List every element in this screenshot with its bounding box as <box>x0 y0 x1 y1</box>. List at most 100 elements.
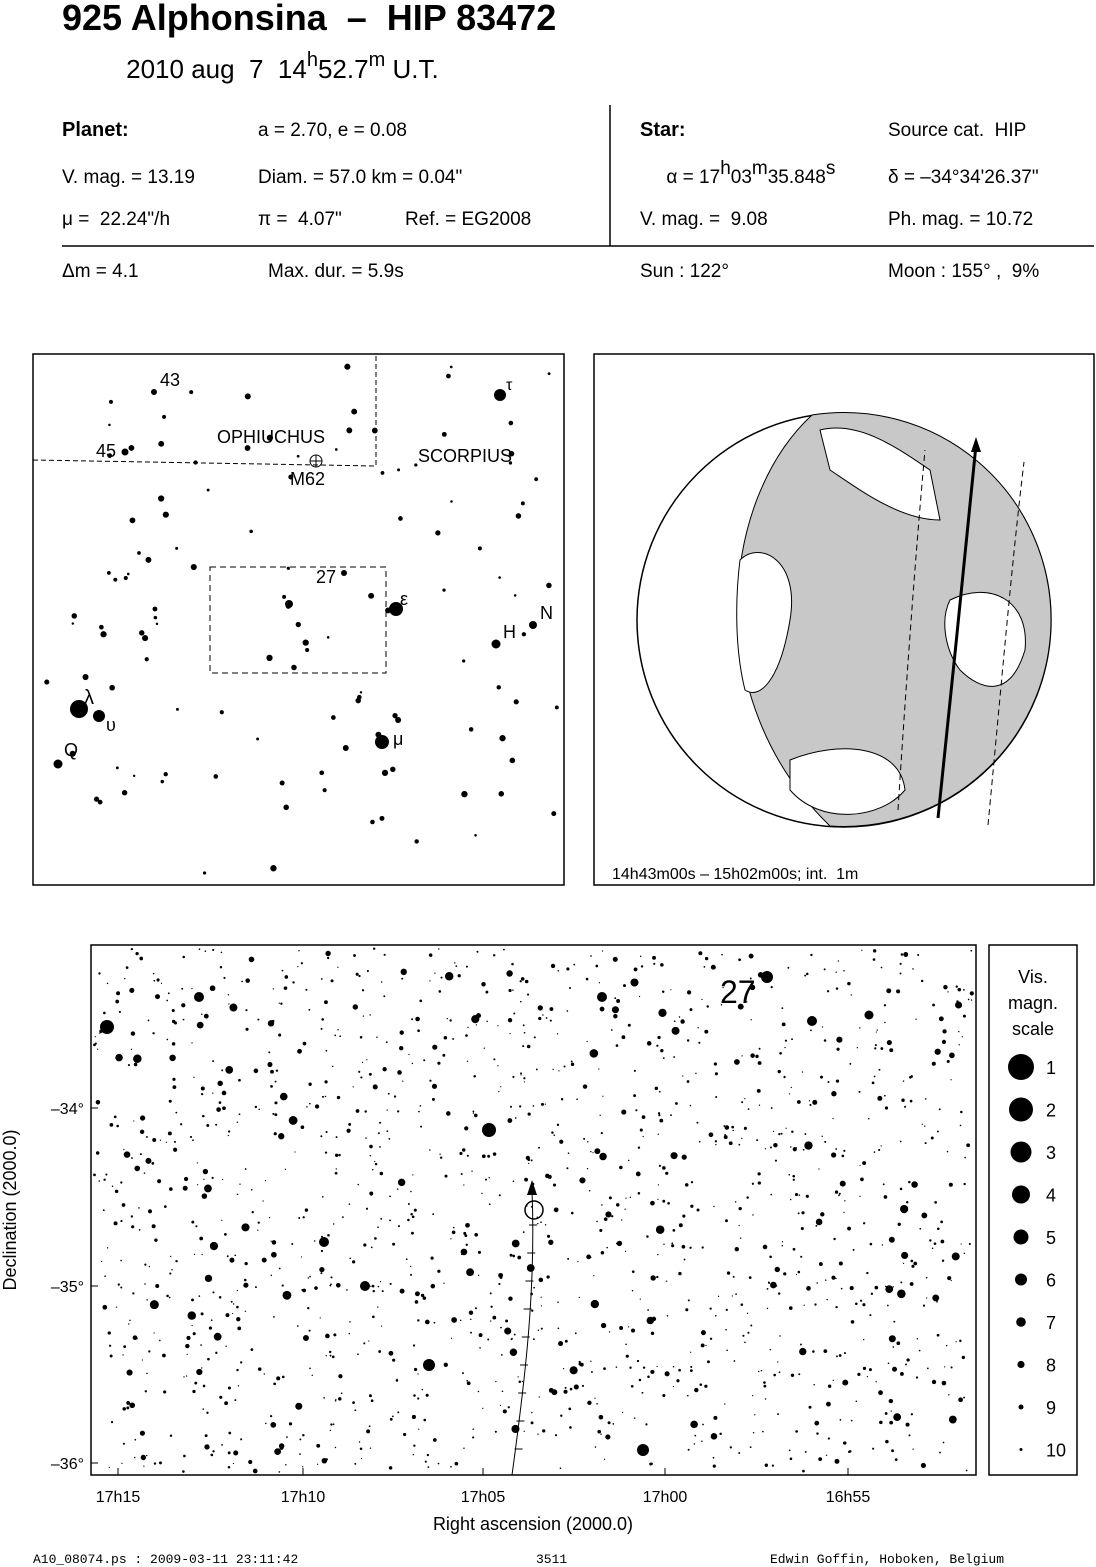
star <box>171 1042 176 1046</box>
star <box>526 993 530 996</box>
star <box>598 1414 604 1420</box>
star <box>163 772 168 777</box>
star <box>905 1422 910 1427</box>
star <box>764 1398 767 1400</box>
star <box>801 1071 804 1073</box>
star <box>836 1036 843 1043</box>
scale-dot <box>1012 1185 1030 1204</box>
star <box>492 954 496 957</box>
star <box>816 1432 819 1435</box>
star <box>625 1197 627 1199</box>
star <box>797 1212 800 1215</box>
star <box>686 1394 689 1397</box>
star <box>905 1363 907 1366</box>
star <box>757 1172 761 1176</box>
star <box>320 1135 323 1138</box>
star <box>827 1437 830 1440</box>
star <box>308 1329 311 1332</box>
star <box>498 1272 504 1278</box>
star <box>557 1301 559 1303</box>
star <box>201 1253 203 1256</box>
star <box>650 1275 656 1281</box>
star <box>743 1126 747 1130</box>
star <box>355 1109 360 1113</box>
star <box>228 1003 230 1005</box>
star <box>372 1315 375 1319</box>
frame <box>593 353 1095 886</box>
star <box>818 1262 823 1266</box>
star <box>838 1354 842 1357</box>
star <box>372 947 376 950</box>
star <box>341 570 347 576</box>
star <box>633 1417 636 1419</box>
star <box>163 1390 167 1394</box>
star <box>780 1132 783 1135</box>
star <box>787 966 790 969</box>
star <box>421 1388 424 1391</box>
star <box>690 1204 694 1208</box>
star <box>412 1453 415 1456</box>
star <box>564 1386 567 1389</box>
star <box>282 1290 292 1300</box>
star <box>198 1295 201 1297</box>
star <box>465 1034 468 1037</box>
star <box>656 1044 659 1047</box>
star <box>263 1373 265 1375</box>
star <box>930 1136 934 1140</box>
star <box>610 1029 613 1031</box>
star <box>639 1128 643 1132</box>
star <box>270 1240 272 1242</box>
star <box>439 1153 441 1155</box>
star <box>335 1398 337 1401</box>
star <box>863 1338 865 1341</box>
finder-label: M62 <box>290 469 325 489</box>
star <box>958 1397 963 1403</box>
star <box>320 1272 323 1275</box>
star <box>309 1367 311 1370</box>
star <box>557 1327 560 1330</box>
star <box>189 390 194 395</box>
star <box>133 1062 138 1067</box>
star <box>258 1108 260 1111</box>
star <box>747 1331 750 1334</box>
star <box>814 1420 820 1426</box>
star <box>866 1271 869 1275</box>
star <box>414 839 419 844</box>
star <box>520 977 525 981</box>
star <box>513 1333 516 1336</box>
star <box>602 1095 604 1097</box>
star <box>958 1044 960 1046</box>
star <box>635 1171 641 1177</box>
star <box>437 1269 441 1273</box>
star <box>819 1075 824 1079</box>
star <box>281 1284 284 1287</box>
star <box>888 1236 895 1243</box>
star <box>641 1115 646 1119</box>
limit <box>897 449 926 811</box>
star <box>653 962 656 965</box>
star <box>113 1115 117 1119</box>
star <box>446 1017 449 1020</box>
star <box>176 707 179 711</box>
star <box>380 981 383 983</box>
star <box>377 1226 379 1229</box>
star <box>296 454 300 458</box>
star <box>362 1015 365 1017</box>
star <box>381 769 389 776</box>
star <box>569 1426 572 1429</box>
star <box>149 1300 159 1310</box>
star <box>256 737 260 741</box>
star <box>308 1082 312 1086</box>
footer-page: 3511 <box>536 1552 567 1567</box>
star <box>875 1381 877 1383</box>
star <box>295 621 301 628</box>
star <box>340 1392 343 1395</box>
star <box>686 1080 690 1083</box>
star <box>708 1132 714 1138</box>
star <box>769 1348 772 1351</box>
star <box>232 1312 234 1315</box>
star <box>538 1146 540 1149</box>
star <box>960 1243 962 1245</box>
star <box>93 710 105 722</box>
star <box>102 1209 105 1212</box>
